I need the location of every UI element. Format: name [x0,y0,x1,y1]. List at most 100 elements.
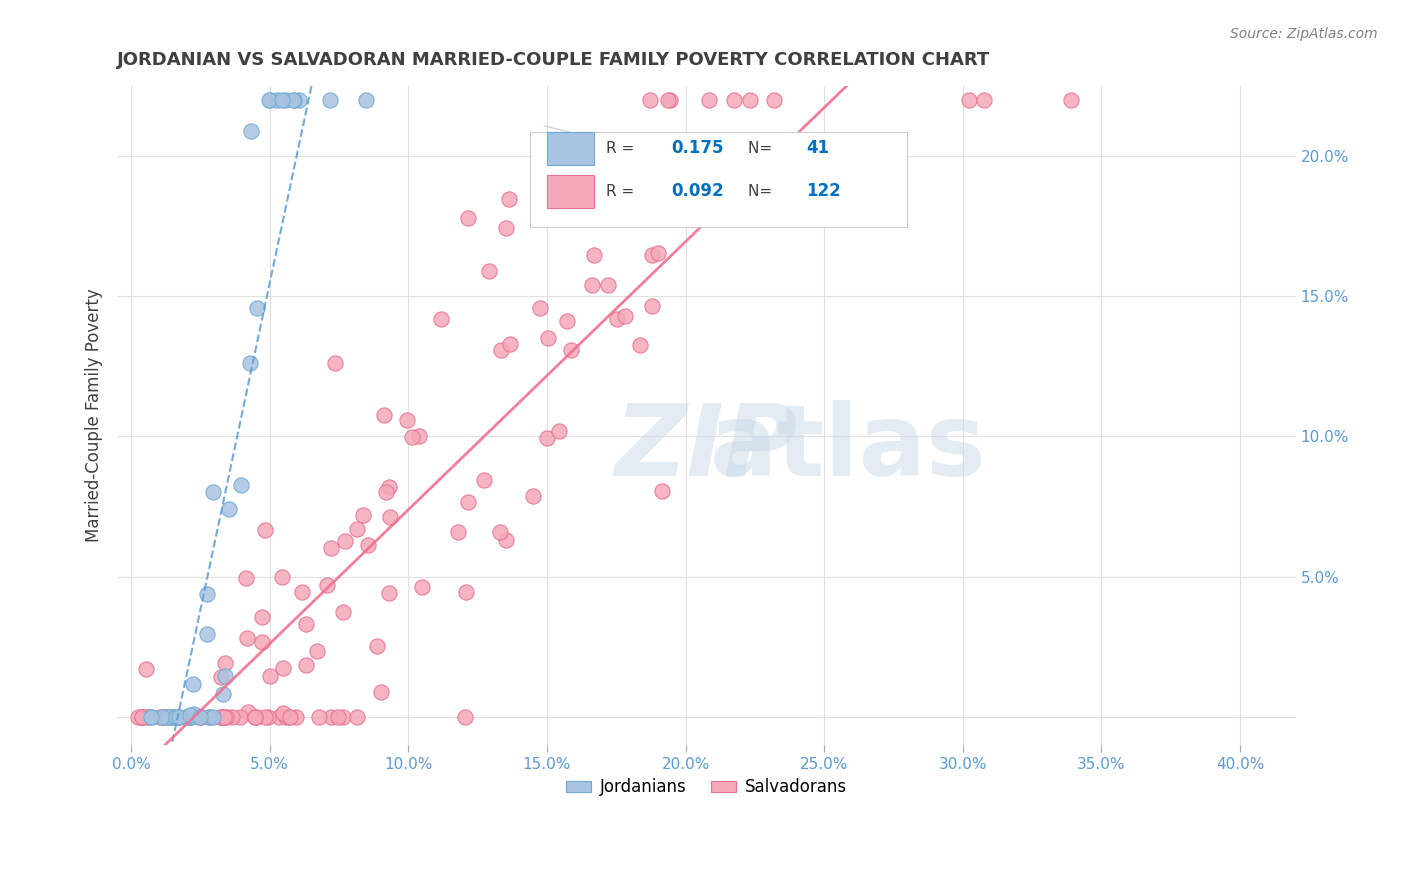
Point [651,483,673,498]
Point [333,533,356,548]
Point [188,710,211,724]
Point [547,424,569,438]
Point [598,277,620,292]
Point [212,710,235,724]
Point [174,710,197,724]
Point [581,278,603,293]
Point [201,484,224,499]
Point [221,710,243,724]
Point [198,710,221,724]
Point [139,710,162,724]
Point [167,710,190,724]
Text: Source: ZipAtlas.com: Source: ZipAtlas.com [1230,27,1378,41]
Point [236,631,259,645]
Point [270,570,292,584]
FancyBboxPatch shape [530,132,907,227]
Point [159,710,181,724]
Point [560,343,582,358]
Point [215,710,238,724]
Point [179,710,201,724]
Point [408,429,430,443]
Text: 0.175: 0.175 [671,139,724,157]
Point [183,706,205,721]
Point [658,93,681,107]
Point [273,661,295,675]
Point [319,710,342,724]
Point [152,710,174,724]
Point [957,93,980,107]
Point [214,710,236,724]
Point [198,710,221,724]
Point [253,710,276,724]
Point [218,502,240,516]
Point [149,710,172,724]
Legend: Jordanians, Salvadorans: Jordanians, Salvadorans [560,772,853,803]
Point [647,245,669,260]
Point [135,662,157,676]
Point [190,710,212,724]
Text: JORDANIAN VS SALVADORAN MARRIED-COUPLE FAMILY POVERTY CORRELATION CHART: JORDANIAN VS SALVADORAN MARRIED-COUPLE F… [117,51,990,69]
Point [195,587,218,601]
Point [252,635,274,649]
Point [489,343,512,357]
Point [1060,93,1083,107]
Point [489,525,512,540]
Point [295,617,318,632]
Point [308,710,330,724]
Point [214,710,236,724]
Point [537,331,560,345]
Point [522,490,544,504]
Point [610,146,633,161]
Point [332,710,354,724]
Point [346,710,368,724]
Point [763,93,786,107]
Point [240,124,263,138]
Point [179,708,201,723]
Point [356,538,378,552]
Point [529,301,551,316]
Point [495,533,517,548]
Point [214,669,236,683]
Point [209,710,232,724]
Y-axis label: Married-Couple Family Poverty: Married-Couple Family Poverty [86,288,103,542]
Point [131,710,153,724]
Point [179,710,201,724]
Point [278,710,301,724]
Point [235,571,257,585]
Point [278,710,301,724]
Point [271,93,294,107]
Point [378,509,401,524]
Point [326,710,349,724]
Point [640,299,662,313]
Text: N=: N= [748,141,776,156]
Point [457,211,479,226]
Point [259,669,281,683]
Point [274,93,297,107]
Point [429,312,451,326]
Point [346,522,368,536]
Point [454,585,477,599]
Point [373,408,395,422]
Point [167,710,190,724]
Point [156,710,179,724]
Point [321,541,343,556]
Point [657,93,679,107]
Text: 0.092: 0.092 [671,182,724,200]
Point [291,584,314,599]
Point [131,710,153,724]
Point [239,356,262,370]
Text: atlas: atlas [710,400,986,497]
Point [973,93,995,107]
Point [236,705,259,719]
Point [165,710,187,724]
Point [614,310,637,324]
Text: 122: 122 [807,182,841,200]
Point [131,710,153,724]
Point [281,93,304,107]
Point [375,485,398,500]
Point [352,508,374,522]
Point [377,586,399,600]
Point [454,710,477,724]
Point [638,93,661,107]
Point [209,670,232,684]
